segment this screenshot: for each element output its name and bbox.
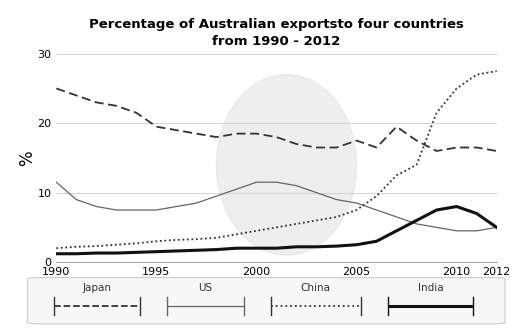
Text: India: India xyxy=(418,283,443,293)
Text: Japan: Japan xyxy=(83,283,112,293)
Ellipse shape xyxy=(217,75,356,255)
Text: US: US xyxy=(198,283,212,293)
FancyBboxPatch shape xyxy=(28,278,505,324)
Text: China: China xyxy=(301,283,331,293)
Y-axis label: %: % xyxy=(18,150,36,166)
Title: Percentage of Australian exportsto four countries
from 1990 - 2012: Percentage of Australian exportsto four … xyxy=(89,18,464,48)
